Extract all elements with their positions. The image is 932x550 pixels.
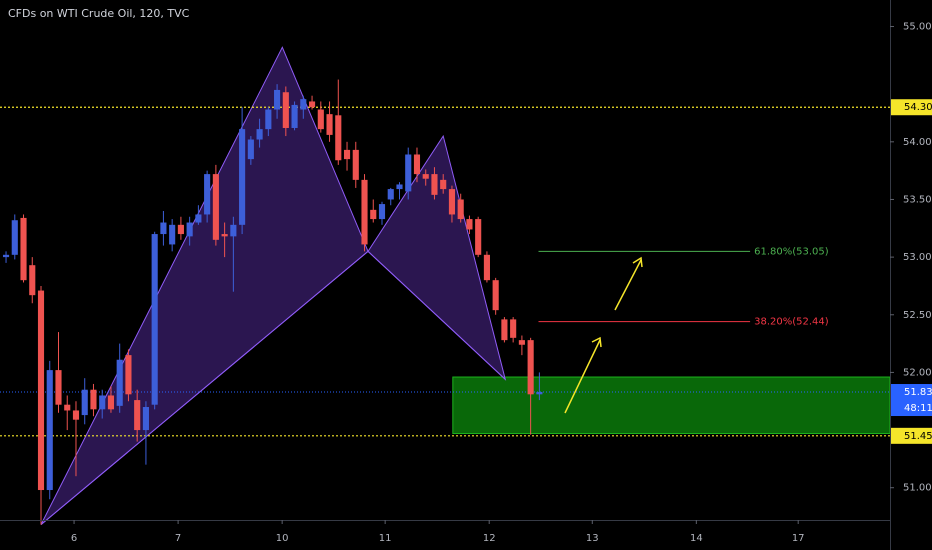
candle-body	[492, 280, 499, 311]
candle-body	[221, 234, 228, 237]
candle-body	[361, 179, 368, 245]
candle-body	[291, 104, 298, 128]
candle-body	[326, 114, 333, 135]
candle-body	[29, 265, 36, 296]
candle-body	[107, 395, 115, 410]
candle-body	[335, 115, 342, 161]
arrow-head	[591, 336, 602, 348]
candle-body	[125, 355, 132, 395]
candle-body	[282, 92, 289, 128]
candle-body	[378, 204, 386, 220]
candle-body	[134, 400, 141, 431]
x-tick-label: 17	[792, 533, 805, 544]
y-tick-label: 52.00	[903, 367, 932, 378]
candle-body	[55, 370, 62, 405]
price-tag-label: 51.45	[904, 431, 932, 442]
candle-body	[64, 404, 71, 411]
arrow-head	[632, 256, 643, 268]
candle-body	[352, 149, 359, 180]
price-tag	[891, 427, 932, 444]
candle-body	[431, 174, 438, 195]
candle-body	[422, 174, 429, 179]
plot-area: 61.80%(53.05) 38.20%(52.44)	[0, 46, 891, 525]
fib-label: 38.20%(52.44)	[754, 317, 829, 328]
price-tag	[891, 99, 932, 116]
candle-body	[300, 99, 307, 110]
candle-body	[46, 370, 53, 491]
candle-body	[413, 154, 421, 175]
candle-body	[2, 254, 10, 258]
candle-body	[204, 174, 211, 215]
candle-body	[247, 139, 254, 160]
candle-body	[387, 189, 394, 200]
y-tick-label: 51.00	[903, 483, 932, 494]
candle-body	[370, 209, 377, 220]
arrow	[614, 259, 642, 311]
x-tick-label: 13	[586, 533, 599, 544]
candle-body	[475, 219, 482, 255]
arrow	[564, 339, 601, 414]
y-tick-label: 52.50	[903, 310, 932, 321]
countdown: 48:11	[904, 403, 932, 414]
candle-body	[510, 319, 517, 338]
candle-body	[396, 184, 403, 190]
x-tick-label: 7	[175, 533, 181, 544]
x-tick-label: 14	[690, 533, 703, 544]
last-price-tag	[891, 384, 932, 417]
candle-body	[212, 174, 219, 240]
candle-body	[81, 389, 88, 416]
fib-label: 61.80%(53.05)	[754, 246, 829, 257]
candle-body	[483, 254, 490, 281]
candle-body	[116, 359, 123, 406]
y-tick-label: 53.50	[903, 194, 932, 205]
candle-body	[72, 410, 80, 420]
candle-body	[536, 392, 543, 395]
pattern-leg	[40, 250, 506, 525]
candle-body	[151, 234, 158, 405]
candle-body	[37, 290, 45, 491]
x-tick-label: 6	[71, 533, 77, 544]
chart-title: CFDs on WTI Crude Oil, 120, TVC	[8, 7, 190, 20]
candle-body	[405, 154, 412, 192]
candle-body	[317, 109, 324, 130]
candle-body	[256, 129, 263, 140]
candle-body	[20, 217, 27, 281]
candle-body	[527, 340, 534, 395]
candle-body	[457, 199, 464, 220]
candle-body	[195, 214, 202, 223]
candle-body	[274, 89, 281, 110]
price-tag-label: 54.30	[904, 102, 932, 113]
candle-body	[308, 101, 316, 108]
y-tick-label: 54.00	[903, 137, 932, 148]
candle-body	[239, 129, 246, 225]
candle-body	[177, 224, 184, 235]
candle-body	[501, 319, 508, 341]
demand-zone	[452, 376, 891, 435]
x-tick-label: 10	[276, 533, 289, 544]
candle-body	[186, 222, 193, 237]
candle-body	[142, 407, 149, 431]
last-price-label: 51.83	[904, 387, 932, 398]
x-tick-label: 12	[483, 533, 496, 544]
candle-body	[448, 189, 456, 215]
candle-body	[11, 220, 18, 255]
candle-body	[343, 149, 351, 160]
candle-body	[265, 109, 272, 130]
candle-body	[518, 340, 525, 345]
candle-body	[90, 389, 97, 410]
candle-body	[466, 219, 473, 230]
x-tick-label: 11	[379, 533, 392, 544]
candle-body	[230, 224, 237, 237]
candle-body	[99, 395, 106, 410]
y-tick-label: 55.00	[903, 22, 932, 33]
y-tick-label: 53.00	[903, 252, 932, 263]
candle-body	[440, 179, 447, 190]
candle-body	[169, 224, 176, 245]
candle-body	[160, 222, 167, 235]
